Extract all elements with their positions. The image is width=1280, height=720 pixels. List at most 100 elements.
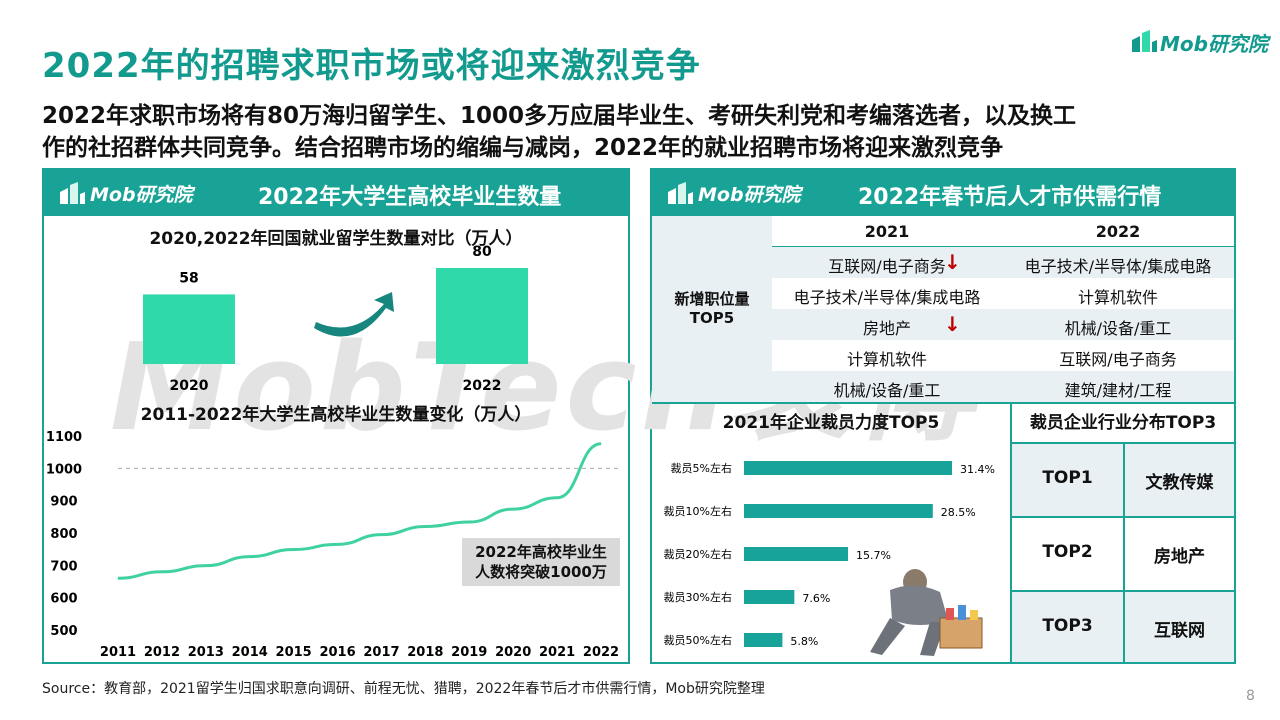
subtitle-line-2: 作的社招群体共同竞争。结合招聘市场的缩编与减岗，2022年的就业招聘市场将迎来激… — [42, 135, 1004, 161]
callout-line-2: 人数将突破1000万 — [475, 563, 607, 581]
graduates-panel: Mob研究院 2022年大学生高校毕业生数量 — [42, 168, 630, 664]
graduates-panel-title: 2022年大学生高校毕业生数量 — [258, 185, 562, 210]
x-tick-label: 2018 — [407, 645, 443, 660]
layoff-bar-2 — [744, 547, 848, 561]
table-cell-2021: 机械/设备/重工 — [833, 381, 941, 400]
top3-title-cell: 裁员企业行业分布TOP3 — [1012, 404, 1234, 442]
top3-rank: TOP2 — [1042, 542, 1093, 562]
growth-arrow-icon — [314, 292, 394, 337]
table-row-header: 新增职位量 TOP5 — [652, 290, 772, 328]
y-tick-label: 800 — [50, 527, 77, 542]
graduates-point-2022 — [600, 443, 602, 445]
graduates-callout: 2022年高校毕业生 人数将突破1000万 — [462, 538, 620, 586]
layoff-category-label: 裁员30%左右 — [664, 590, 732, 604]
top3-col-divider — [1123, 516, 1125, 590]
layoff-chart-title: 2021年企业裁员力度TOP5 — [722, 413, 940, 433]
layoff-value-label: 15.7% — [856, 549, 891, 562]
table-cell-2022: 建筑/建材/工程 — [1064, 381, 1172, 400]
top3-industry: 互联网 — [1154, 621, 1205, 641]
y-tick-label: 1100 — [46, 430, 82, 445]
page-number: 8 — [1246, 688, 1255, 704]
graduates-point-2017 — [380, 534, 382, 536]
section-vertical-divider — [1010, 402, 1012, 662]
graduates-point-2014 — [249, 556, 251, 558]
layoff-value-label: 5.8% — [790, 635, 818, 648]
layoff-category-label: 裁员20%左右 — [664, 547, 732, 561]
talent-market-panel-header: Mob研究院 2022年春节后人才市供需行情 — [652, 170, 1234, 216]
table-row-header-bg — [652, 216, 772, 402]
layoff-bar-chart: 裁员5%左右 31.4% 裁员10%左右 28.5% 裁员20%左右 15.7% 裁员30%… — [664, 461, 995, 648]
overseas-category-label: 2020 — [170, 378, 209, 394]
x-tick-label: 2021 — [539, 645, 575, 660]
table-row — [772, 340, 1234, 371]
layoff-value-label: 28.5% — [941, 506, 976, 519]
table-cell-2021: 计算机软件 — [846, 350, 927, 369]
layoff-bar-0 — [744, 461, 952, 475]
panel-logo-text: Mob研究院 — [90, 184, 193, 206]
y-tick-label: 600 — [50, 592, 77, 607]
down-arrow-icon: ↓ — [944, 312, 961, 336]
graduates-point-2016 — [337, 543, 339, 545]
table-bottom-divider — [652, 402, 1234, 404]
graduates-point-2012 — [161, 571, 163, 573]
table-cell-2021: 互联网/电子商务 — [828, 257, 946, 276]
layoff-bar-1 — [744, 504, 933, 518]
layoff-value-label: 31.4% — [960, 463, 995, 476]
down-arrow-icon: ↓ — [944, 250, 961, 274]
row-header-line-2: TOP5 — [689, 309, 735, 327]
graduates-chart-title: 2011-2022年大学生高校毕业生数量变化（万人） — [140, 405, 532, 425]
row-header-line-1: 新增职位量 — [674, 290, 750, 308]
source-note: Source：教育部，2021留学生归国求职意向调研、前程无忧、猎聘，2022年… — [42, 681, 765, 697]
table-cell-2021: 电子技术/半导体/集成电路 — [793, 288, 981, 307]
layoff-bar-3 — [744, 590, 795, 604]
y-tick-label: 500 — [50, 624, 77, 639]
top3-col-divider — [1123, 442, 1125, 516]
table-row — [772, 247, 1234, 278]
x-tick-label: 2022 — [583, 645, 619, 660]
x-tick-label: 2019 — [451, 645, 487, 660]
graduates-panel-header: Mob研究院 2022年大学生高校毕业生数量 — [44, 170, 628, 216]
x-tick-label: 2014 — [232, 645, 268, 660]
table-cell-2021: 房地产 — [862, 319, 911, 338]
graduates-series-line — [117, 442, 602, 580]
panel-logo-text: Mob研究院 — [698, 184, 801, 206]
graduates-point-2021 — [556, 497, 558, 499]
overseas-category-label: 2022 — [463, 378, 502, 394]
subtitle-line-1: 2022年求职市场将有80万海归留学生、1000多万应届毕业生、考研失利党和考编… — [42, 103, 1077, 129]
layoff-value-label: 7.6% — [802, 592, 830, 605]
graduates-point-2020 — [512, 508, 514, 510]
x-tick-label: 2020 — [495, 645, 531, 660]
top3-rank: TOP3 — [1042, 616, 1093, 636]
x-tick-label: 2011 — [100, 645, 136, 660]
x-tick-label: 2017 — [363, 645, 399, 660]
x-tick-label: 2016 — [319, 645, 355, 660]
table-col-2021: 2021 — [864, 222, 910, 241]
table-cell-2022: 电子技术/半导体/集成电路 — [1024, 257, 1212, 276]
table-col-2022: 2022 — [1095, 222, 1141, 241]
mob-logo: Mob研究院 — [1130, 26, 1270, 56]
mob-logo-icon — [1132, 30, 1157, 52]
x-tick-label: 2013 — [188, 645, 224, 660]
graduates-point-2011 — [117, 577, 119, 579]
overseas-value-label: 80 — [472, 244, 492, 260]
mob-logo-icon — [60, 182, 85, 204]
y-tick-label: 700 — [50, 559, 77, 574]
graduates-point-2015 — [293, 548, 295, 550]
table-cell-2022: 机械/设备/重工 — [1064, 319, 1172, 338]
overseas-value-label: 58 — [179, 270, 198, 286]
graduates-point-2013 — [205, 565, 207, 567]
y-tick-label: 1000 — [46, 462, 82, 477]
table-row — [772, 371, 1234, 402]
y-tick-label: 900 — [50, 495, 77, 510]
graduates-line-chart: 1100 1000 900 800 700 600 500 2011 2012 2013 2014 2… — [46, 430, 619, 660]
top3-industry: 房地产 — [1154, 547, 1205, 567]
x-tick-label: 2012 — [144, 645, 180, 660]
overseas-bar-2020 — [143, 294, 235, 364]
table-cell-2022: 计算机软件 — [1077, 288, 1158, 307]
graduates-point-2018 — [424, 526, 426, 528]
graduates-point-2019 — [468, 521, 470, 523]
x-tick-label: 2015 — [276, 645, 312, 660]
overseas-bar-2022 — [436, 268, 528, 364]
layoff-category-label: 裁员50%左右 — [664, 633, 732, 647]
top3-industry: 文教传媒 — [1145, 473, 1214, 493]
